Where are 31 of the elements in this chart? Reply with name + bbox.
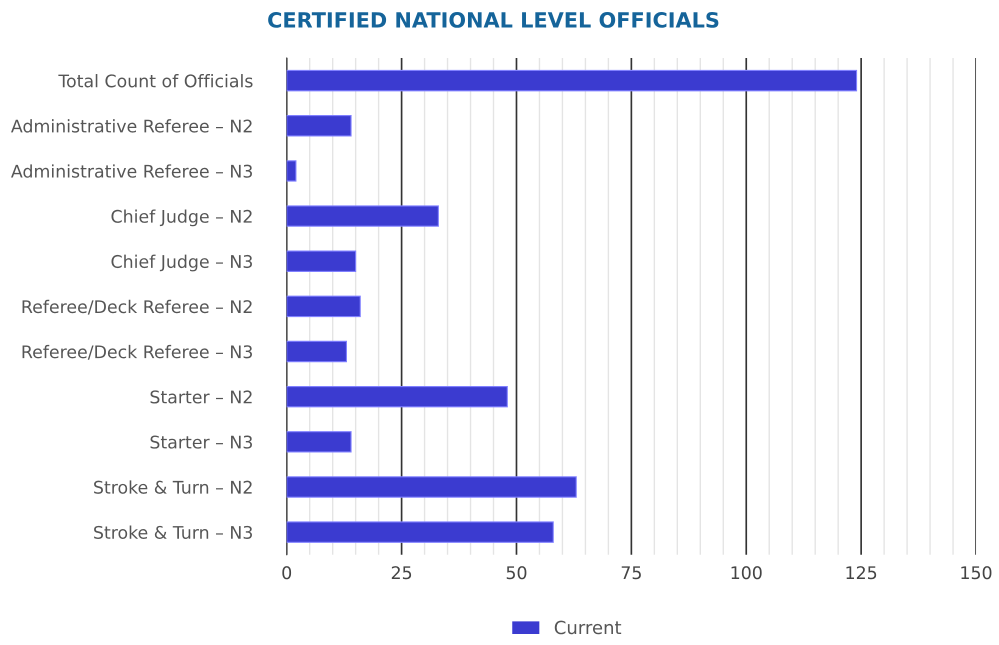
- y-tick-label: Administrative Referee – N2: [11, 119, 252, 133]
- bar: [286, 160, 296, 182]
- x-tick-label: 50: [506, 566, 526, 580]
- x-tick-label: 0: [282, 566, 292, 580]
- x-tick-label: 75: [622, 566, 641, 580]
- chart-title: CERTIFIED NATIONAL LEVEL OFFICIALS: [268, 12, 718, 28]
- x-tick-label: 100: [732, 566, 762, 580]
- x-tick-label: 25: [392, 566, 412, 580]
- bar: [286, 70, 858, 92]
- bar: [286, 115, 352, 136]
- y-tick-label: Starter – N3: [150, 436, 252, 449]
- y-tick-label: Chief Judge – N2: [111, 209, 252, 226]
- y-tick-label: Chief Judge – N3: [111, 254, 252, 272]
- legend-label: Current: [554, 620, 622, 634]
- bar: [286, 205, 439, 227]
- bar: [286, 386, 508, 408]
- y-tick-label: Stroke & Turn – N2: [94, 480, 252, 494]
- x-tick-label: 150: [961, 566, 992, 580]
- bar: [286, 521, 554, 543]
- y-tick-label: Referee/Deck Referee – N2: [22, 300, 252, 315]
- x-tick-label: 125: [846, 566, 876, 580]
- bar: [286, 431, 352, 453]
- y-tick-label: Starter – N2: [150, 390, 252, 404]
- y-tick-label: Referee/Deck Referee – N3: [22, 344, 252, 360]
- bar: [286, 340, 348, 362]
- bar: [286, 250, 356, 272]
- y-tick-label: Total Count of Officials: [58, 74, 253, 88]
- bar: [286, 296, 361, 318]
- y-tick-label: Administrative Referee – N3: [11, 164, 252, 178]
- y-tick-label: Stroke & Turn – N3: [94, 526, 252, 539]
- bar: [286, 476, 577, 498]
